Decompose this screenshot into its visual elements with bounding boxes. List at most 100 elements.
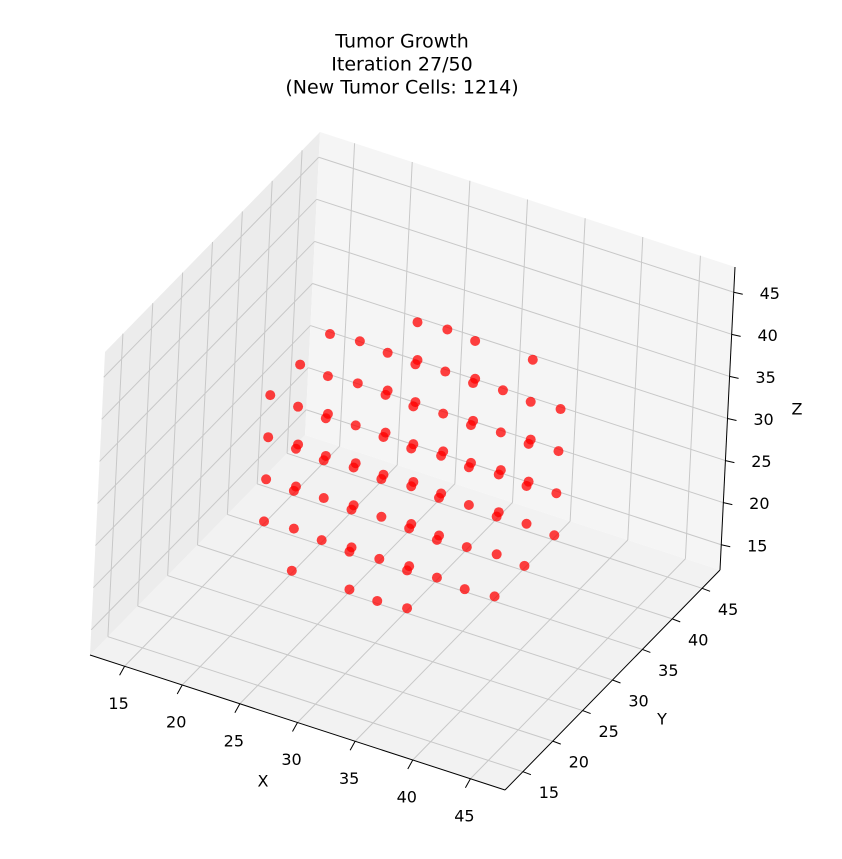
tumor-cell [293,439,304,450]
tick-mark [672,618,681,623]
tumor-cell [495,465,506,476]
tick-mark [642,648,651,653]
tumor-cell [354,336,365,347]
tumor-cell [440,366,451,377]
tumor-cell [431,572,442,583]
grid-line [107,636,524,773]
tumor-cell [372,595,383,606]
tumor-cell [525,434,536,445]
grid-line [318,156,734,293]
y-tick-label: 45 [718,600,738,619]
x-tick-label: 25 [224,731,244,750]
grid-line [95,325,311,546]
y-tick-label: 40 [688,630,708,649]
grid-line [316,198,732,335]
x-axis-line [89,654,506,791]
tumor-cell [408,439,419,450]
grid-line [101,198,318,420]
tumor-cell [470,335,481,346]
z-axis-line [719,266,736,571]
tick-mark [119,666,126,676]
tumor-cell [442,324,453,335]
tumor-cell [410,397,421,408]
grid-line [310,325,726,462]
tumor-cell [295,359,306,370]
tumor-cell [325,329,335,340]
tumor-cell [352,378,363,389]
grid-line [314,240,730,377]
tick-mark [723,502,733,506]
tumor-cell [382,385,393,396]
grid-line [137,605,553,742]
tumor-cell [519,560,530,571]
tumor-cell [551,488,562,499]
tick-mark [407,759,414,770]
y-tick-label: 30 [628,692,648,711]
title-line: Iteration 27/50 [331,54,472,76]
tumor-cell [553,446,564,457]
tick-mark [582,710,591,715]
tumor-cell [320,450,331,461]
tumor-cell [461,542,472,553]
tick-mark [522,771,532,776]
tumor-cell [438,408,449,419]
tumor-cell [497,385,508,396]
tumor-cell [495,427,506,438]
y-axis-label: Y [656,710,667,729]
x-tick-label: 40 [397,788,417,807]
tick-mark [612,679,621,684]
tumor-cell [412,317,423,328]
tick-mark [729,375,739,379]
tick-mark [701,587,711,592]
title-line: Tumor Growth [334,31,469,53]
tumor-cell [348,500,359,511]
z-tick-label: 25 [751,452,771,471]
z-tick-label: 15 [747,536,767,555]
tumor-cell [288,523,299,534]
tumor-cell [523,476,534,487]
tumor-cell [525,396,536,407]
y-tick-label: 35 [658,661,678,680]
tumor-cell [378,469,389,480]
tumor-cell [459,584,470,595]
tick-mark [721,544,731,548]
tumor-cell [261,474,272,485]
tumor-cell [468,415,479,426]
tumor-cell [527,354,538,365]
z-axis-label: Z [792,400,803,419]
tick-mark [176,684,183,695]
tick-mark [552,740,561,745]
tumor-cell [404,561,415,572]
tumor-cell [465,457,476,468]
tick-mark [292,722,298,732]
tumor-cell [322,408,333,419]
tumor-cell [521,518,532,529]
y-tick-label: 20 [569,753,589,772]
tumor-cell [438,446,449,457]
tumor-cell [293,401,304,412]
tumor-cell [344,584,355,595]
tick-mark [234,703,241,713]
grid-line [99,241,315,462]
tick-mark [725,460,735,464]
grid-line [306,409,722,546]
tumor-cell [402,603,413,614]
tumor-cell [374,553,385,564]
grid-line [312,283,728,419]
grid-line [92,367,309,589]
tumor-cell [350,420,361,431]
z-tick-label: 45 [760,284,780,303]
tumor-cell [316,535,327,546]
tumor-cell [259,516,270,527]
tumor-cell [549,530,560,541]
tumor-cell [463,500,474,510]
tick-mark [349,741,356,751]
tumor-cell [408,476,419,487]
tumor-cell [346,542,357,553]
z-tick-label: 30 [753,410,773,429]
tumor-cell [350,458,361,469]
tick-mark [733,291,743,295]
tumor-cell [493,507,504,518]
tumor-cell [489,591,500,602]
